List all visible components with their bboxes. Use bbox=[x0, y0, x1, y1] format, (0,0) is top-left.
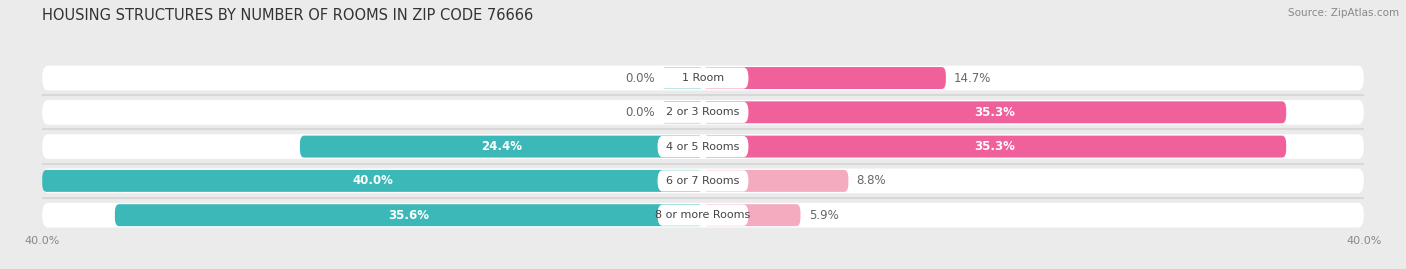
FancyBboxPatch shape bbox=[42, 203, 1364, 228]
Text: 35.6%: 35.6% bbox=[388, 209, 429, 222]
FancyBboxPatch shape bbox=[42, 169, 1364, 193]
Text: 2 or 3 Rooms: 2 or 3 Rooms bbox=[666, 107, 740, 117]
Text: 1 Room: 1 Room bbox=[682, 73, 724, 83]
FancyBboxPatch shape bbox=[658, 204, 748, 226]
FancyBboxPatch shape bbox=[658, 136, 748, 157]
FancyBboxPatch shape bbox=[703, 136, 1286, 158]
FancyBboxPatch shape bbox=[703, 101, 1286, 123]
Text: 40.0%: 40.0% bbox=[24, 236, 60, 246]
FancyBboxPatch shape bbox=[658, 68, 748, 89]
FancyBboxPatch shape bbox=[115, 204, 703, 226]
Text: HOUSING STRUCTURES BY NUMBER OF ROOMS IN ZIP CODE 76666: HOUSING STRUCTURES BY NUMBER OF ROOMS IN… bbox=[42, 8, 533, 23]
FancyBboxPatch shape bbox=[703, 204, 800, 226]
Text: 4 or 5 Rooms: 4 or 5 Rooms bbox=[666, 141, 740, 152]
Text: 0.0%: 0.0% bbox=[626, 72, 655, 84]
FancyBboxPatch shape bbox=[662, 101, 703, 123]
Text: 0.0%: 0.0% bbox=[626, 106, 655, 119]
FancyBboxPatch shape bbox=[658, 170, 748, 192]
Text: 35.3%: 35.3% bbox=[974, 140, 1015, 153]
FancyBboxPatch shape bbox=[703, 67, 946, 89]
Text: 14.7%: 14.7% bbox=[955, 72, 991, 84]
FancyBboxPatch shape bbox=[42, 100, 1364, 125]
Text: 8.8%: 8.8% bbox=[856, 174, 886, 187]
Text: 40.0%: 40.0% bbox=[1346, 236, 1382, 246]
FancyBboxPatch shape bbox=[42, 170, 703, 192]
FancyBboxPatch shape bbox=[703, 170, 848, 192]
Text: 8 or more Rooms: 8 or more Rooms bbox=[655, 210, 751, 220]
Text: 6 or 7 Rooms: 6 or 7 Rooms bbox=[666, 176, 740, 186]
Text: 40.0%: 40.0% bbox=[352, 174, 394, 187]
FancyBboxPatch shape bbox=[658, 102, 748, 123]
FancyBboxPatch shape bbox=[42, 134, 1364, 159]
FancyBboxPatch shape bbox=[299, 136, 703, 158]
Text: Source: ZipAtlas.com: Source: ZipAtlas.com bbox=[1288, 8, 1399, 18]
FancyBboxPatch shape bbox=[662, 67, 703, 89]
Text: 24.4%: 24.4% bbox=[481, 140, 522, 153]
Text: 5.9%: 5.9% bbox=[808, 209, 838, 222]
Text: 35.3%: 35.3% bbox=[974, 106, 1015, 119]
FancyBboxPatch shape bbox=[42, 66, 1364, 90]
